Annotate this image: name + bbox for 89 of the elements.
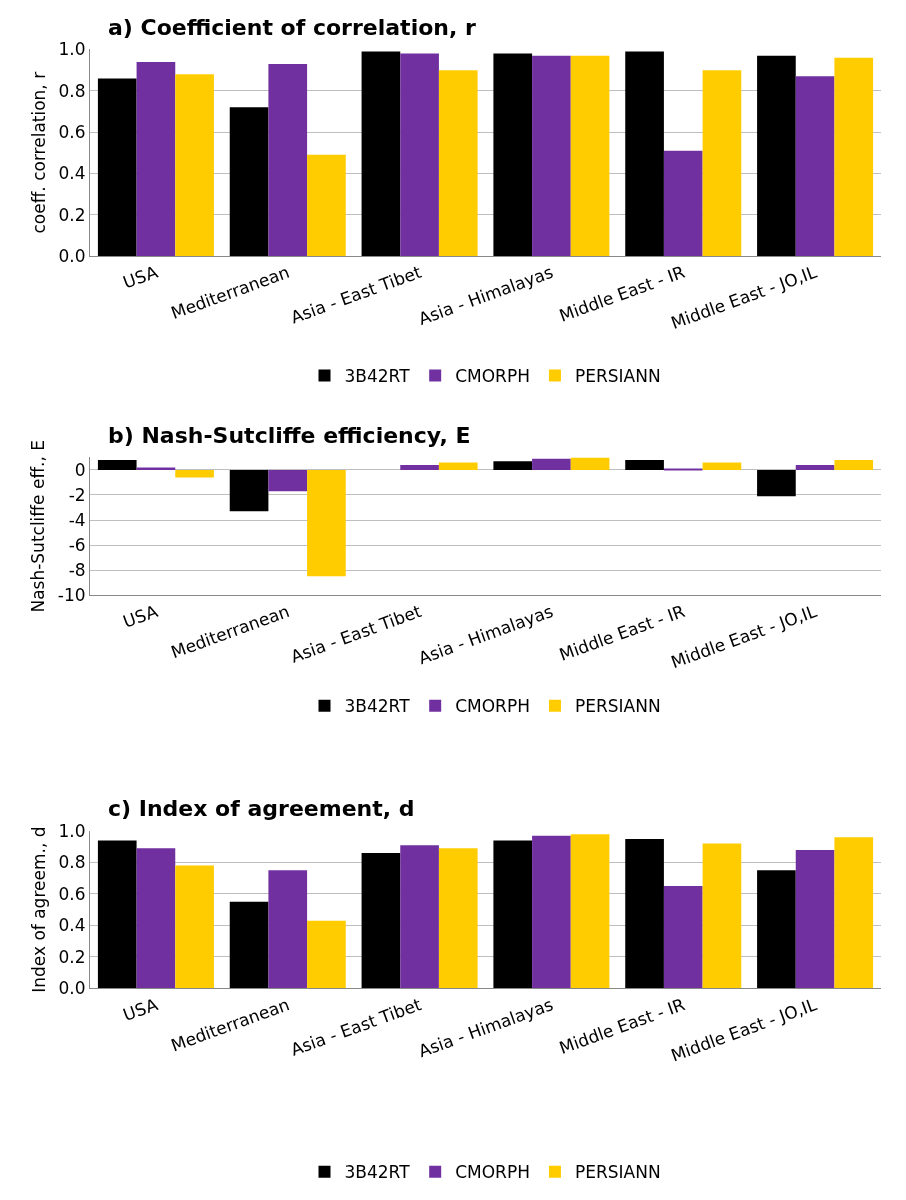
bar xyxy=(268,870,308,989)
bar xyxy=(493,840,533,989)
y-tick-label: 1.0 xyxy=(58,820,86,841)
legend-label: 3B42RT xyxy=(344,1162,411,1183)
bar xyxy=(795,76,835,256)
bar xyxy=(136,467,176,470)
bar xyxy=(702,70,742,256)
chart-title: b) Nash-Sutcliffe efficiency, E xyxy=(108,423,471,448)
y-tick-label: -10 xyxy=(57,585,86,606)
legend-label: CMORPH xyxy=(455,696,530,717)
chart-title: c) Index of agreement, d xyxy=(108,796,415,821)
bar xyxy=(757,469,796,497)
bar xyxy=(229,107,269,256)
y-tick-label: 0.2 xyxy=(58,946,86,967)
bar xyxy=(702,462,742,470)
y-tick-label: 0.4 xyxy=(58,915,86,936)
bar xyxy=(493,53,533,256)
legend-label: 3B42RT xyxy=(344,366,411,387)
chart-title: a) Coefficient of correlation, r xyxy=(108,15,476,40)
bar xyxy=(570,834,610,989)
bar xyxy=(361,51,401,256)
y-axis-title: coeff. correlation, r xyxy=(29,71,50,234)
bar xyxy=(229,901,269,989)
y-tick-label: 0.0 xyxy=(58,245,86,266)
x-tick-label: USA xyxy=(120,994,161,1025)
y-tick-label: 0.8 xyxy=(58,852,86,873)
legend-label: PERSIANN xyxy=(574,1162,661,1183)
bar xyxy=(175,74,214,256)
y-tick-label: -8 xyxy=(68,560,86,581)
legend-label: PERSIANN xyxy=(574,696,661,717)
y-tick-label: 0.6 xyxy=(58,122,86,143)
bar xyxy=(438,848,478,989)
bar xyxy=(834,57,874,256)
bar xyxy=(136,61,176,256)
y-axis-title: Nash-Sutcliffe eff., E xyxy=(28,439,49,613)
y-tick-label: 1.0 xyxy=(58,39,86,60)
y-tick-label: -2 xyxy=(68,484,86,505)
bar xyxy=(625,838,664,989)
bar xyxy=(175,865,214,989)
y-tick-label: -4 xyxy=(68,509,86,530)
bar xyxy=(97,459,137,470)
bar xyxy=(625,51,664,256)
y-tick-label: 0.0 xyxy=(58,978,86,999)
bar xyxy=(663,468,703,471)
bar xyxy=(307,154,346,256)
bar xyxy=(532,835,571,989)
bar xyxy=(97,840,137,989)
bar xyxy=(570,457,610,470)
x-tick-label: USA xyxy=(120,261,161,293)
bar xyxy=(229,469,269,512)
bar xyxy=(757,870,796,989)
bar xyxy=(532,458,571,470)
legend-label: 3B42RT xyxy=(344,696,411,717)
bar xyxy=(834,459,874,470)
y-tick-label: -6 xyxy=(68,534,86,555)
bar xyxy=(268,469,308,492)
legend-label: PERSIANN xyxy=(574,366,661,387)
bar xyxy=(400,845,439,989)
bar xyxy=(570,55,610,256)
bar xyxy=(400,53,439,256)
bar xyxy=(493,461,533,470)
y-tick-label: 0.2 xyxy=(58,204,86,225)
y-tick-label: 0.6 xyxy=(58,883,86,904)
y-axis-title: Index of agreem., d xyxy=(29,826,50,993)
bar xyxy=(795,849,835,989)
x-tick-label: USA xyxy=(120,600,161,632)
bar xyxy=(361,853,401,989)
bar xyxy=(532,55,571,256)
bar xyxy=(136,848,176,989)
legend-label: CMORPH xyxy=(455,1162,530,1183)
bar xyxy=(795,464,835,470)
bar xyxy=(834,837,874,989)
legend-label: CMORPH xyxy=(455,366,530,387)
y-tick-label: 0.8 xyxy=(58,80,86,101)
bar xyxy=(400,464,439,470)
bar xyxy=(438,462,478,470)
y-tick-label: 0 xyxy=(74,459,86,480)
y-tick-label: 0.4 xyxy=(58,163,86,184)
bar xyxy=(663,150,703,256)
bar xyxy=(175,469,214,478)
bar xyxy=(757,55,796,256)
bar xyxy=(438,70,478,256)
bar xyxy=(307,469,346,577)
bar xyxy=(702,843,742,989)
bar xyxy=(268,63,308,256)
bar xyxy=(625,459,664,470)
bar xyxy=(307,920,346,989)
bar xyxy=(663,886,703,989)
bar xyxy=(97,78,137,256)
